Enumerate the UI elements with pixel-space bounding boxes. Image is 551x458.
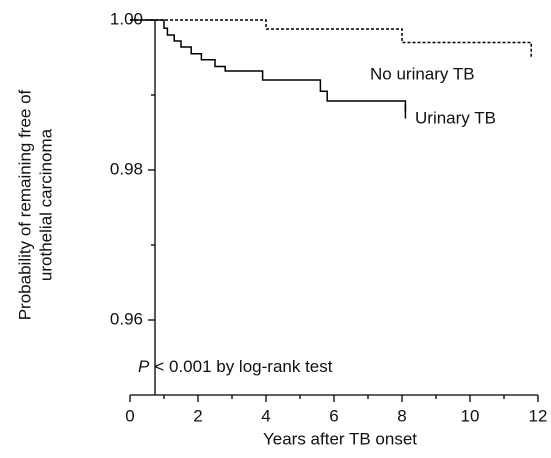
y-axis-label: Probability of remaining free of urothel… [15, 89, 55, 320]
y-tick-label: 0.96 [110, 309, 143, 328]
x-tick-label: 4 [261, 406, 270, 425]
x-tick-label: 2 [193, 406, 202, 425]
survival-curve [130, 19, 407, 112]
x-tick-label: 6 [329, 406, 338, 425]
x-tick-label: 0 [125, 406, 134, 425]
series-label: Urinary TB [415, 108, 496, 127]
x-tick-label: 8 [397, 406, 406, 425]
y-tick-label: 0.98 [110, 159, 143, 178]
x-tick-label: 12 [529, 406, 548, 425]
series-label: No urinary TB [370, 64, 475, 83]
y-axis-label-line: urothelial carcinoma [36, 128, 55, 281]
y-axis-label-line: Probability of remaining free of [15, 89, 34, 320]
survival-curve [130, 19, 532, 58]
x-axis-label: Years after TB onset [263, 429, 417, 448]
y-tick-label: 1.00 [110, 9, 143, 28]
x-tick-label: 10 [461, 406, 480, 425]
annotation: P < 0.001 by log-rank test [138, 357, 333, 376]
annotation-italic: P [138, 357, 150, 376]
annotation-text: < 0.001 by log-rank test [154, 357, 332, 376]
